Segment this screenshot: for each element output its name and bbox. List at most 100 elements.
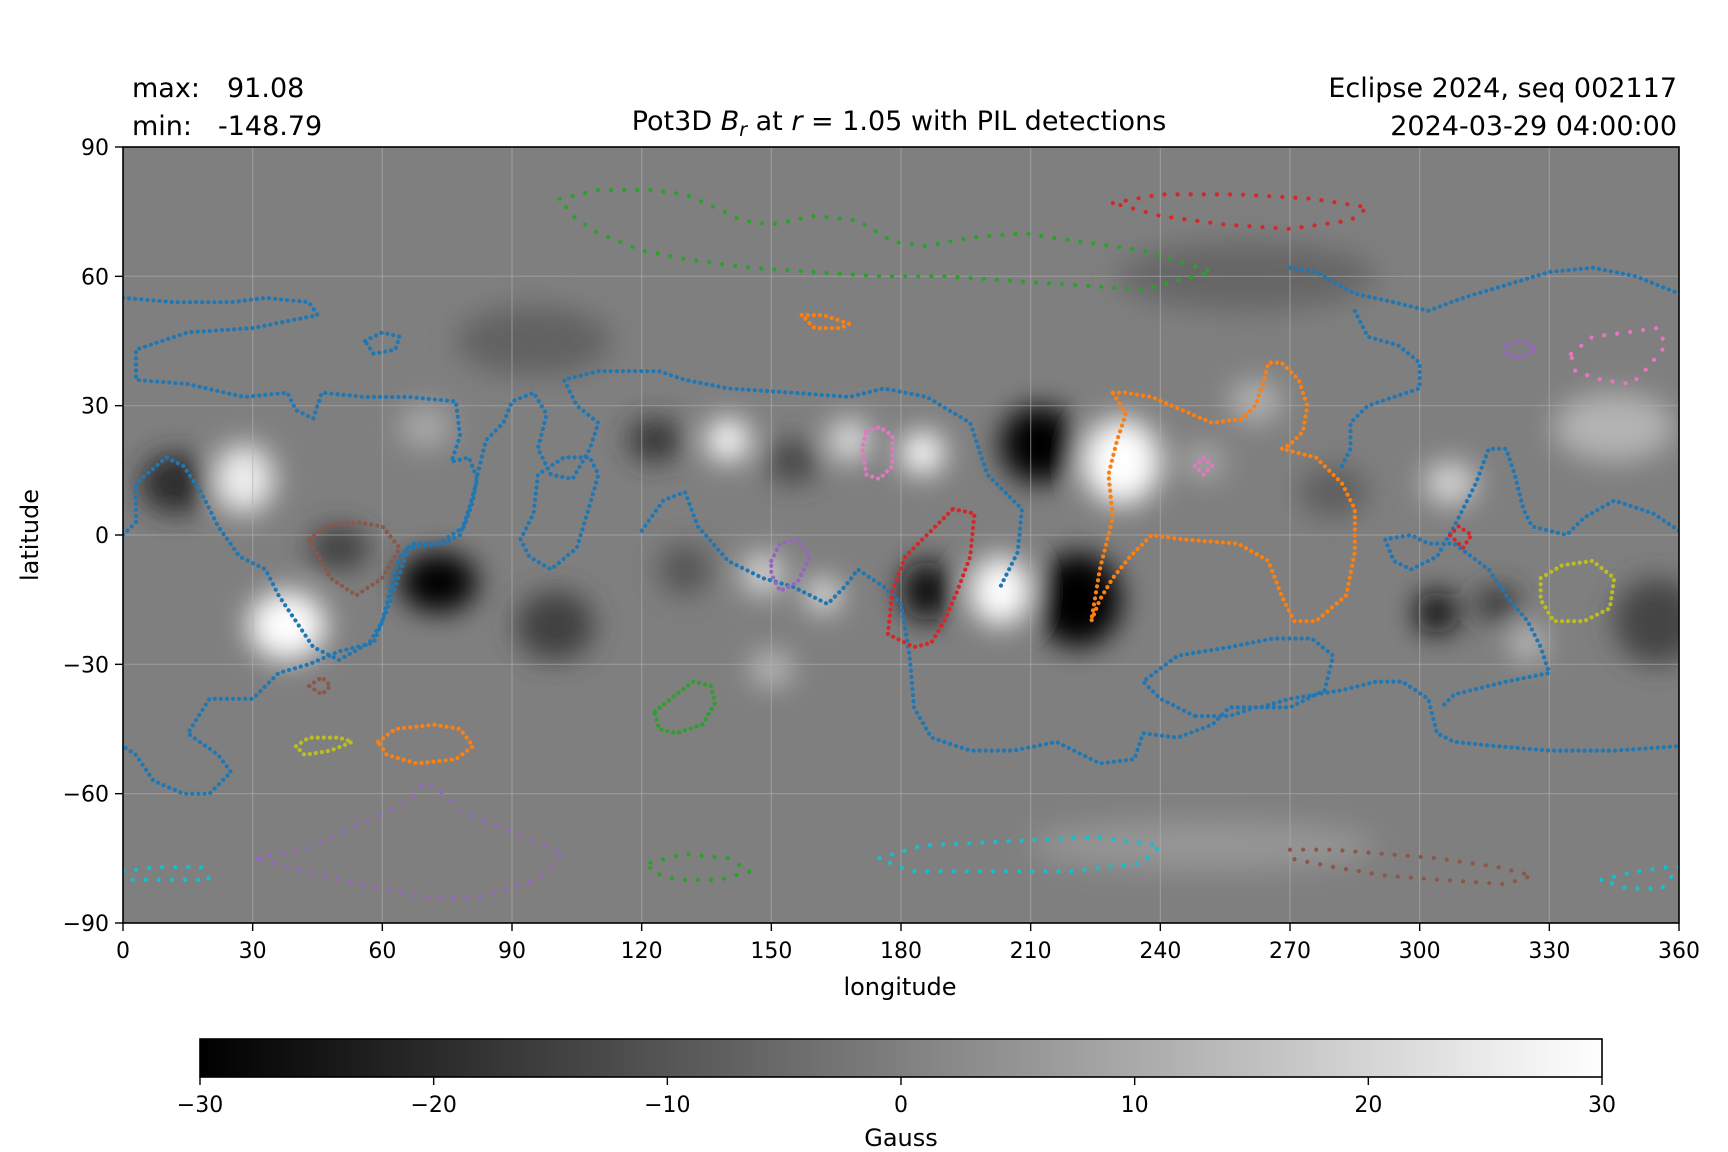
- field-feature-19: [1034, 552, 1122, 648]
- y-axis: −90 −60 −30 0 30 60 90: [63, 136, 123, 937]
- pil-contour-24: [860, 425, 895, 482]
- x-axis-label: longitude: [843, 973, 956, 1001]
- field-feature-5: [399, 405, 452, 449]
- colorbar-tick-label-1: −20: [410, 1093, 456, 1118]
- pil-contour-16: [1447, 524, 1474, 550]
- pil-contour-5: [1140, 636, 1336, 719]
- pil-contour-11: [799, 313, 852, 331]
- pil-contour-26: [1568, 326, 1669, 387]
- chart-title: Pot3D Br at r = 1.05 with PIL detections: [632, 106, 1167, 141]
- pil-contour-1: [123, 369, 1025, 663]
- y-tick-label-5: 60: [81, 265, 109, 290]
- y-tick-label-4: 30: [81, 395, 109, 420]
- field-feature-16: [901, 560, 953, 622]
- x-tick-label-1: 30: [239, 939, 267, 964]
- y-tick-label-2: −30: [63, 653, 109, 678]
- pil-contour-4: [1383, 446, 1679, 710]
- field-feature-11: [827, 418, 871, 462]
- x-tick-label-10: 300: [1399, 939, 1441, 964]
- colorbar-tick-label-0: −30: [177, 1093, 223, 1118]
- field-feature-32: [1030, 819, 1377, 872]
- field-feature-9: [628, 418, 681, 462]
- pil-contour-18: [769, 537, 813, 594]
- field-feature-30: [455, 306, 612, 376]
- field-feature-10: [767, 440, 819, 484]
- field-feature-13: [741, 552, 785, 596]
- pil-contour-0: [123, 295, 480, 796]
- x-tick-label-7: 210: [1010, 939, 1052, 964]
- pil-contour-7: [1339, 308, 1422, 469]
- x-tick-label-9: 270: [1269, 939, 1311, 964]
- pil-contour-14: [648, 851, 752, 882]
- pil-contour-8: [362, 330, 402, 356]
- field-feature-8: [706, 418, 750, 462]
- field-feature-12: [901, 431, 945, 475]
- field-feature-14: [805, 578, 841, 613]
- pil-contour-27: [1538, 558, 1617, 624]
- plot-area: 0 30 60 90 120 150 180 210 240 270 300 330 360 −90−6…: [63, 136, 1700, 964]
- pil-contour-25: [1192, 455, 1215, 477]
- y-tick-label-0: −90: [63, 912, 109, 937]
- max-label: max:: [132, 73, 200, 104]
- info-line-2: 2024-03-29 04:00:00: [1390, 111, 1677, 142]
- field-feature-28: [1553, 392, 1675, 462]
- grid: [123, 147, 1679, 923]
- x-tick-label-12: 360: [1658, 939, 1700, 964]
- x-tick-label-3: 90: [498, 939, 526, 964]
- field-feature-18: [1000, 405, 1079, 484]
- field-feature-6: [516, 591, 595, 661]
- title-subscript: r: [739, 119, 748, 141]
- pil-contour-12: [652, 679, 718, 736]
- pil-contour-28: [293, 735, 355, 757]
- field-feature-25: [1415, 591, 1459, 635]
- colorbar-tick-label-5: 20: [1354, 1093, 1382, 1118]
- field-feature-29: [1614, 578, 1679, 665]
- x-tick-label-8: 240: [1139, 939, 1181, 964]
- y-tick-label-3: 0: [95, 524, 109, 549]
- stats-block: max: 91.08 min: -148.79: [132, 73, 322, 142]
- colorbar-tick-label-6: 30: [1588, 1093, 1616, 1118]
- field-feature-22: [1181, 444, 1226, 479]
- title-pre: Pot3D: [632, 106, 721, 137]
- field-feature-4: [399, 552, 478, 613]
- field-feature-24: [1423, 461, 1476, 505]
- min-label: min:: [132, 111, 192, 142]
- title-symbol: B: [721, 106, 740, 137]
- field-feature-17: [970, 556, 1031, 626]
- colorbar-tick-label-2: −10: [644, 1093, 690, 1118]
- x-tick-label-0: 0: [116, 939, 130, 964]
- pil-detections: [123, 188, 1679, 900]
- title-variable: r: [791, 106, 804, 137]
- colorbar-label: Gauss: [864, 1124, 938, 1152]
- field-feature-3: [308, 526, 370, 570]
- pil-contour-6: [1287, 265, 1679, 313]
- colorbar-gradient: [199, 1038, 1603, 1078]
- field-feature-2: [248, 591, 327, 661]
- field-feature-20: [1082, 418, 1161, 505]
- pil-contour-21: [306, 520, 402, 598]
- pil-contour-9: [1089, 360, 1357, 624]
- field-feature-0: [140, 453, 210, 514]
- pil-contour-10: [375, 722, 476, 766]
- colorbar-tick-label-4: 10: [1121, 1093, 1149, 1118]
- colorbar-tick-label-3: 0: [894, 1093, 908, 1118]
- title-mid: at: [747, 106, 791, 137]
- pil-contour-19: [1504, 338, 1539, 361]
- title-post: = 1.05 with PIL detections: [802, 106, 1166, 137]
- y-tick-label-6: 90: [81, 136, 109, 161]
- pil-contour-22: [306, 675, 333, 697]
- info-line-1: Eclipse 2024, seq 002117: [1328, 73, 1677, 104]
- field-feature-7: [658, 543, 711, 596]
- pil-contour-15: [885, 507, 977, 650]
- x-tick-label-5: 150: [750, 939, 792, 964]
- max-value: 91.08: [227, 73, 304, 104]
- x-tick-label-2: 60: [368, 939, 396, 964]
- x-tick-label-11: 330: [1528, 939, 1570, 964]
- colorbar-ticks: −30 −20 −10 0 10 20 30: [177, 1077, 1616, 1118]
- pil-contour-2: [518, 455, 601, 572]
- x-tick-label-4: 120: [621, 939, 663, 964]
- field-feature-23: [1298, 466, 1368, 518]
- min-value: -148.79: [218, 111, 322, 142]
- field-feature-1: [213, 444, 275, 514]
